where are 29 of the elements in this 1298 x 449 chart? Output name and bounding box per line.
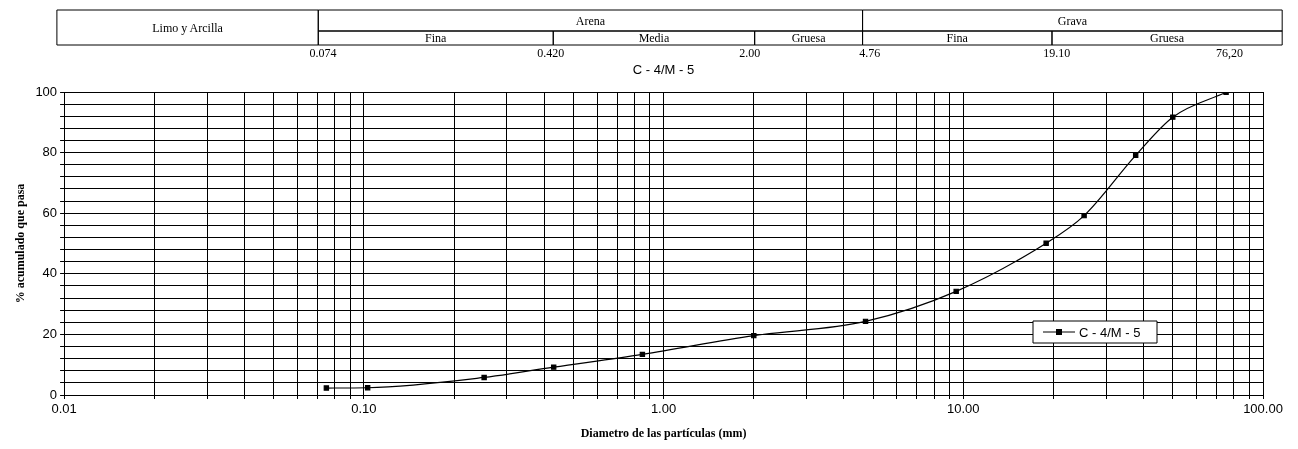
legend-label: C - 4/M - 5 <box>1079 324 1141 340</box>
text: 2.00 <box>739 46 761 61</box>
text: 4.76 <box>859 46 881 61</box>
y-tick-label: 40 <box>42 265 58 281</box>
x-axis-title: Diametro de las partículas (mm) <box>580 425 747 440</box>
text: Gruesa <box>1150 31 1185 46</box>
y-tick-label: 60 <box>42 204 58 220</box>
text: Fina <box>946 31 969 46</box>
text: Arena <box>575 13 606 28</box>
y-tick-label: 0 <box>49 386 58 402</box>
text: Grava <box>1057 13 1088 28</box>
x-tick-label: 0.01 <box>51 401 77 417</box>
text: Fina <box>425 31 448 46</box>
text: Gruesa <box>791 31 827 46</box>
x-tick-label: 1.00 <box>650 401 677 417</box>
chart-title: C - 4/M - 5 <box>632 61 695 77</box>
text: 0.074 <box>309 46 337 61</box>
text: 0.420 <box>537 46 565 61</box>
text: 19.10 <box>1043 46 1071 61</box>
y-tick-label: 80 <box>42 144 58 160</box>
x-tick-label: 100.00 <box>1243 401 1283 417</box>
text: Limo y Arcilla <box>152 20 224 35</box>
text: 76,20 <box>1215 46 1243 61</box>
y-axis-title: % acumulado que pasa <box>13 183 28 304</box>
text: Media <box>638 31 670 46</box>
x-tick-label: 10.00 <box>947 401 980 417</box>
y-tick-label: 20 <box>42 325 58 341</box>
x-tick-label: 0.10 <box>351 401 377 417</box>
y-tick-label: 100 <box>35 83 58 99</box>
